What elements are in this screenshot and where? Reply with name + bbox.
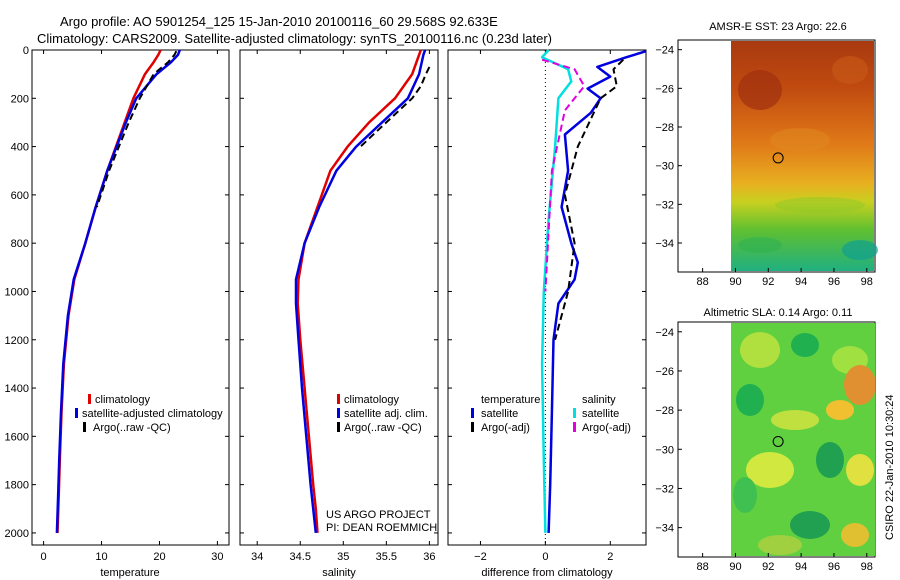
sla-heatmap <box>731 323 875 556</box>
legend-swatch-sal-satellite <box>337 408 340 418</box>
map-ytick-label-sst_map-1: −26 <box>655 83 674 95</box>
map-ytick-label-sla_map-3: −30 <box>655 444 674 456</box>
difference-panel <box>447 49 647 546</box>
series-difference-2 <box>540 49 573 533</box>
sla-map-title: Altimetric SLA: 0.14 Argo: 0.11 <box>704 307 853 319</box>
xtick-label-temperature-3: 30 <box>211 551 223 563</box>
map-ytick-label-sst_map-2: −28 <box>655 122 674 134</box>
sst-map-frame <box>677 39 876 273</box>
temperature-xlabel: temperature <box>100 567 159 579</box>
map-ytick-label-sst_map-0: −24 <box>655 45 674 57</box>
sst-map-patches <box>738 56 878 260</box>
sst-argo-marker <box>772 152 784 164</box>
ytick-label-2: 400 <box>11 142 29 154</box>
ytick-label-8: 1600 <box>5 431 29 443</box>
legend-diff-sal-satellite: satellite <box>582 408 619 420</box>
ytick-label-3: 600 <box>11 190 29 202</box>
sst-map-title: AMSR-E SST: 23 Argo: 22.6 <box>709 21 847 33</box>
xtick-label-salinity-2: 35 <box>337 551 349 563</box>
series-salinity-2 <box>359 66 431 148</box>
map-xtick-label-sla_map-1: 90 <box>729 561 741 573</box>
legend-swatch-climatology <box>88 394 91 404</box>
map-xtick-label-sst_map-1: 90 <box>729 276 741 288</box>
map-xtick-label-sla_map-5: 98 <box>861 561 873 573</box>
legend-temp-climatology: climatology <box>95 394 151 406</box>
ytick-label-0: 0 <box>23 45 29 57</box>
legend-sal-satellite: satellite adj. clim. <box>344 408 428 420</box>
credit-stamp: CSIRO 22-Jan-2010 10:30:24 <box>884 394 896 540</box>
series-difference-0 <box>547 50 647 533</box>
temperature-panel <box>31 49 230 546</box>
map-xtick-label-sla_map-0: 88 <box>697 561 709 573</box>
xtick-label-difference-2: 2 <box>607 551 613 563</box>
map-ytick-label-sla_map-1: −26 <box>655 366 674 378</box>
legend-diff-sal-title: salinity <box>582 394 616 406</box>
legend-temp-argo: Argo(..raw -QC) <box>93 422 171 434</box>
ytick-label-6: 1200 <box>5 335 29 347</box>
legend-swatch-sal-argo <box>337 422 340 432</box>
legend-temp-satellite: satellite-adjusted climatology <box>82 408 223 420</box>
xtick-label-salinity-4: 36 <box>423 551 435 563</box>
map-xtick-label-sst_map-4: 96 <box>828 276 840 288</box>
map-xtick-label-sla_map-3: 94 <box>795 561 807 573</box>
xtick-label-salinity-1: 34.5 <box>290 551 311 563</box>
xtick-label-temperature-0: 0 <box>41 551 47 563</box>
ytick-label-9: 1800 <box>5 480 29 492</box>
legend-diff-temp-argo: Argo(-adj) <box>481 422 530 434</box>
xtick-label-temperature-2: 20 <box>153 551 165 563</box>
salinity-panel <box>239 49 439 546</box>
pi-annotation: PI: DEAN ROEMMICH <box>326 522 437 534</box>
sla-argo-marker <box>772 435 784 447</box>
legend-sal-climatology: climatology <box>344 394 400 406</box>
legend-swatch-argo <box>83 422 86 432</box>
difference-xlabel: difference from climatology <box>481 567 613 579</box>
ytick-label-1: 200 <box>11 93 29 105</box>
map-ytick-label-sst_map-3: −30 <box>655 161 674 173</box>
map-ytick-label-sst_map-4: −32 <box>655 199 674 211</box>
xtick-label-salinity-0: 34 <box>251 551 263 563</box>
series-difference-3 <box>541 58 586 292</box>
legend-swatch-diff-sal-sat <box>573 408 576 418</box>
map-ytick-label-sst_map-5: −34 <box>655 238 674 250</box>
header-line-2: Climatology: CARS2009. Satellite-adjuste… <box>37 31 552 46</box>
xtick-label-difference-1: 0 <box>542 551 548 563</box>
legend-sal-argo: Argo(..raw -QC) <box>344 422 422 434</box>
xtick-label-temperature-1: 10 <box>95 551 107 563</box>
series-temperature-2 <box>95 50 178 208</box>
legend-diff-temp-satellite: satellite <box>481 408 518 420</box>
legend-swatch-sal-climatology <box>337 394 340 404</box>
map-xtick-label-sst_map-5: 98 <box>861 276 873 288</box>
ytick-label-5: 1000 <box>5 286 29 298</box>
legend-diff-sal-argo: Argo(-adj) <box>582 422 631 434</box>
map-ytick-label-sla_map-5: −34 <box>655 523 674 535</box>
series-salinity-0 <box>296 49 422 533</box>
map-xtick-label-sst_map-3: 94 <box>795 276 807 288</box>
map-xtick-label-sst_map-0: 88 <box>697 276 709 288</box>
series-temperature-1 <box>55 49 181 533</box>
series-salinity-1 <box>294 49 427 534</box>
ytick-label-10: 2000 <box>5 528 29 540</box>
header-line-1: Argo profile: AO 5901254_125 15-Jan-2010… <box>60 14 498 29</box>
xtick-label-difference-0: −2 <box>474 551 487 563</box>
map-ytick-label-sla_map-4: −32 <box>655 483 674 495</box>
map-ytick-label-sla_map-0: −24 <box>655 327 674 339</box>
legend-swatch-diff-sal-argo <box>573 422 576 432</box>
legend-diff-temp-title: temperature <box>481 394 540 406</box>
legend-swatch-satellite <box>75 408 78 418</box>
map-xtick-label-sst_map-2: 92 <box>762 276 774 288</box>
ytick-label-4: 800 <box>11 238 29 250</box>
legend-swatch-diff-temp-argo <box>471 422 474 432</box>
xtick-label-salinity-3: 35.5 <box>376 551 397 563</box>
salinity-xlabel: salinity <box>322 567 356 579</box>
project-annotation: US ARGO PROJECT <box>326 509 431 521</box>
map-xtick-label-sla_map-4: 96 <box>828 561 840 573</box>
map-xtick-label-sla_map-2: 92 <box>762 561 774 573</box>
series-difference-1 <box>554 58 624 341</box>
ytick-label-7: 1400 <box>5 383 29 395</box>
legend-swatch-diff-temp-sat <box>471 408 474 418</box>
map-ytick-label-sla_map-2: −28 <box>655 405 674 417</box>
